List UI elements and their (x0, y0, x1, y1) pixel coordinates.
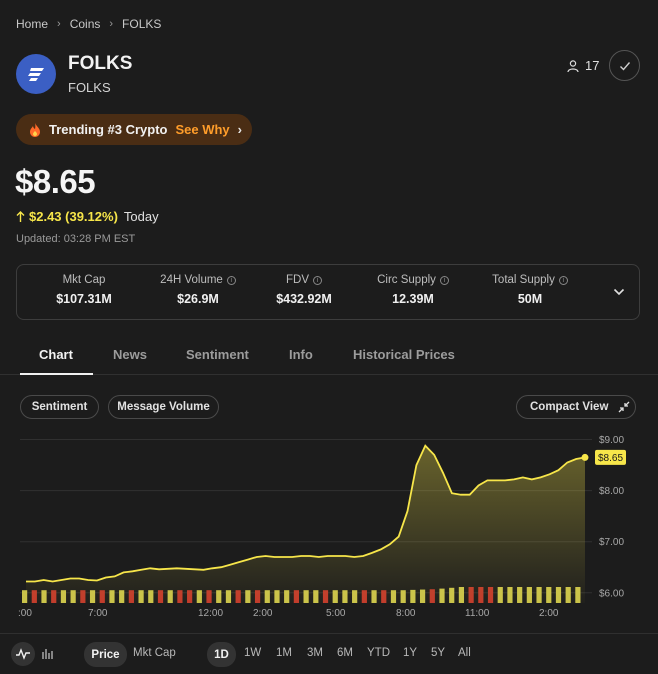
x-tick-label: 8:00 (396, 608, 416, 619)
x-tick-label: 11:00 (465, 608, 490, 619)
range-1w[interactable]: 1W (244, 647, 262, 659)
stat-fdv: FDV i $432.92M (249, 274, 359, 306)
y-tick-label: $8.00 (599, 486, 624, 497)
x-tick-label: 5:00 (326, 608, 346, 619)
range-6m[interactable]: 6M (337, 647, 353, 659)
coin-logo (16, 54, 56, 94)
sentiment-toggle[interactable]: Sentiment (20, 395, 99, 419)
x-axis-labels: :00 7:00 12:00 2:00 5:00 8:00 11:00 2:00 (18, 608, 559, 619)
folks-logo-icon (28, 68, 44, 81)
expand-stats-button[interactable] (613, 285, 625, 303)
tab-info[interactable]: Info (289, 347, 313, 362)
range-all[interactable]: All (458, 647, 471, 659)
y-tick-label: $6.00 (599, 588, 624, 599)
range-ytd[interactable]: YTD (367, 647, 390, 659)
stat-label: Circ Supply (377, 274, 436, 286)
volume-bar (22, 590, 28, 603)
bar-chart-button[interactable] (36, 642, 60, 666)
stats-panel: Mkt Cap $107.31M 24H Volume i $26.9M FDV i… (16, 264, 640, 320)
current-price: $8.65 (15, 163, 96, 200)
collapse-icon (618, 401, 630, 413)
x-tick-label: 7:00 (88, 608, 108, 619)
trending-banner[interactable]: Trending #3 Crypto See Why › (16, 114, 252, 145)
breadcrumb: Home › Coins › FOLKS (16, 17, 161, 31)
last-price-label: $8.65 (595, 449, 626, 465)
range-1y[interactable]: 1Y (403, 647, 418, 659)
stat-label: Mkt Cap (62, 274, 106, 286)
bar-chart-icon (42, 649, 53, 659)
stat-value: $432.92M (276, 292, 332, 306)
coin-symbol: FOLKS (68, 80, 111, 95)
breadcrumb-home[interactable]: Home (16, 17, 49, 31)
last-price-text: $8.65 (598, 453, 623, 464)
stat-24h-volume: 24H Volume i $26.9M (143, 274, 253, 306)
updated-time: Updated: 03:28 PM EST (16, 233, 136, 245)
x-tick-label: 2:00 (253, 608, 273, 619)
tab-sentiment[interactable]: Sentiment (186, 347, 249, 362)
y-axis-labels: $9.00 $8.00 $7.00 $6.00 (599, 435, 624, 599)
trending-label: Trending #3 Crypto (49, 122, 168, 137)
tab-bar: Chart News Sentiment Info Historical Pri… (0, 337, 658, 375)
x-tick-label: :00 (18, 608, 32, 619)
info-icon[interactable]: i (313, 275, 322, 285)
stat-circ-supply: Circ Supply i 12.39M (358, 274, 468, 306)
tab-chart[interactable]: Chart (39, 347, 73, 362)
check-icon (619, 61, 630, 71)
range-1m[interactable]: 1M (276, 647, 292, 659)
tab-historical-prices[interactable]: Historical Prices (353, 347, 455, 362)
coin-name: FOLKS (68, 53, 133, 74)
price-change-value: $2.43 (39.12%) (29, 209, 118, 224)
x-tick-label: 2:00 (539, 608, 559, 619)
stat-label: FDV (286, 274, 309, 286)
stat-value: 12.39M (392, 292, 434, 306)
breadcrumb-current: FOLKS (122, 17, 162, 31)
line-chart-icon (16, 648, 30, 660)
mkt-cap-toggle[interactable]: Mkt Cap (133, 647, 176, 659)
info-icon[interactable]: i (226, 275, 236, 285)
line-chart-button[interactable] (11, 642, 35, 666)
stat-value: 50M (517, 292, 543, 306)
price-change: $2.43 (39.12%) Today (16, 209, 159, 224)
chevron-right-icon: › (109, 18, 114, 30)
price-toggle[interactable]: Price (84, 642, 127, 667)
chart-toolbar: Price Mkt Cap 1D 1W 1M 3M 6M YTD 1Y 5Y A… (0, 633, 658, 674)
stat-label: 24H Volume (160, 274, 223, 286)
compact-view-button[interactable]: Compact View (516, 395, 636, 419)
message-volume-toggle[interactable]: Message Volume (108, 395, 219, 419)
price-line (26, 444, 586, 583)
breadcrumb-coins[interactable]: Coins (69, 17, 101, 31)
price-area (26, 445, 585, 603)
stat-value: $26.9M (177, 292, 219, 306)
flame-icon (30, 122, 40, 137)
chevron-right-icon: › (237, 122, 242, 137)
see-why-link[interactable]: See Why (175, 122, 230, 137)
y-tick-label: $9.00 (599, 435, 624, 446)
chevron-right-icon: › (57, 18, 61, 30)
stat-total-supply: Total Supply i 50M (475, 274, 585, 306)
user-icon (567, 59, 579, 72)
range-5y[interactable]: 5Y (431, 647, 446, 659)
watchers-count[interactable]: 17 (566, 58, 599, 73)
range-3m[interactable]: 3M (307, 647, 323, 659)
price-change-period: Today (123, 209, 159, 224)
chevron-down-icon (613, 288, 625, 296)
stat-label: Total Supply (492, 274, 555, 286)
stat-value: $107.31M (56, 292, 112, 306)
arrow-up-icon (16, 210, 25, 222)
compact-view-label: Compact View (530, 401, 609, 413)
last-price-dot (581, 453, 589, 461)
info-icon[interactable]: i (558, 275, 568, 285)
stat-mkt-cap: Mkt Cap $107.31M (29, 274, 139, 306)
y-tick-label: $7.00 (599, 537, 624, 548)
watchers-number: 17 (585, 58, 600, 73)
watch-button[interactable] (609, 50, 640, 81)
x-tick-label: 12:00 (198, 608, 223, 619)
price-chart[interactable]: $9.00 $8.00 $7.00 $6.00 $8.65 :00 7:00 12:00 2… (0, 425, 658, 625)
active-tab-indicator (20, 373, 93, 375)
info-icon[interactable]: i (439, 275, 449, 285)
tab-news[interactable]: News (113, 347, 147, 362)
range-1d[interactable]: 1D (207, 642, 236, 667)
